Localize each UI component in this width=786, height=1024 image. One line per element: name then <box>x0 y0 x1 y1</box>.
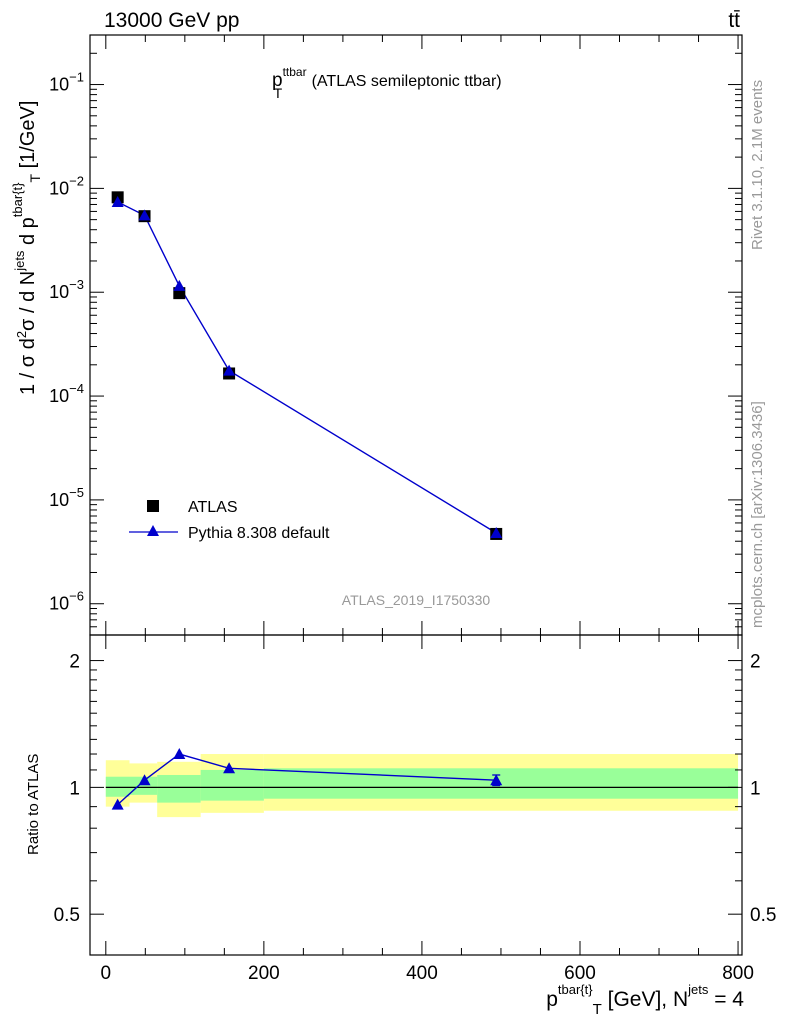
ratio-y-tick-label-right-2: 2 <box>750 652 761 673</box>
x-tick-label-4: 800 <box>722 963 754 984</box>
main-y-tick-label-1: 10−5 <box>49 485 84 510</box>
ratio-point-0 <box>111 798 124 810</box>
data-marks <box>111 191 503 810</box>
process-label: tt̄ <box>728 9 740 32</box>
mcplots-label: mcplots.cern.ch [arXiv:1306.3436] <box>749 401 766 628</box>
mc-series-line <box>117 201 497 534</box>
legend-data-label: ATLAS <box>188 499 238 516</box>
ratio-band-inner-0 <box>105 776 130 797</box>
mc-point-0 <box>111 195 124 207</box>
ratio-panel-frame <box>89 634 743 956</box>
plot-title: pttbar T (ATLAS semileptonic ttbar) <box>272 65 502 101</box>
x-tick-label-2: 400 <box>406 963 438 984</box>
main-y-tick-label-2: 10−4 <box>49 381 84 406</box>
ratio-y-tick-label-left-0: 0.5 <box>54 905 80 926</box>
mc-point-3 <box>223 364 236 376</box>
x-tick-label-3: 600 <box>564 963 596 984</box>
main-y-axis-label: 1 / σ d2σ / d Njets d ptbar{t}T [1/GeV] <box>10 101 43 395</box>
x-tick-label-1: 200 <box>248 963 280 984</box>
legend-mc-marker <box>147 525 159 536</box>
main-y-tick-label-5: 10−1 <box>49 70 84 95</box>
ratio-point-2 <box>173 748 186 760</box>
legend: ATLAS Pythia 8.308 default <box>129 499 330 542</box>
ratio-uncertainty-bands <box>105 754 739 818</box>
main-panel-frame <box>89 34 743 636</box>
main-y-tick-label-0: 10−6 <box>49 589 84 614</box>
legend-data-marker <box>147 500 159 512</box>
ratio-y-tick-label-right-0: 0.5 <box>750 905 776 926</box>
axes: 10−6 10−5 10−4 10−3 10−2 10−1 0 200 400 600 800 0.5… <box>49 34 776 984</box>
ratio-point-4 <box>490 774 503 786</box>
rivet-label: Rivet 3.1.10, 2.1M events <box>749 80 766 250</box>
mc-point-1 <box>138 209 151 221</box>
ratio-band-inner-2 <box>157 774 201 803</box>
legend-mc-label: Pythia 8.308 default <box>188 525 330 542</box>
ratio-y-tick-label-left-2: 2 <box>69 652 80 673</box>
analysis-watermark: ATLAS_2019_I1750330 <box>342 592 491 608</box>
main-y-tick-label-3: 10−3 <box>49 277 84 302</box>
ratio-band-inner-3 <box>200 769 264 801</box>
ratio-y-tick-label-right-1: 1 <box>750 778 761 799</box>
ratio-point-1 <box>138 774 151 786</box>
ratio-band-inner-1 <box>129 776 158 795</box>
main-y-tick-label-4: 10−2 <box>49 173 84 198</box>
ratio-y-tick-label-left-1: 1 <box>69 778 80 799</box>
mc-point-2 <box>173 279 186 291</box>
ratio-y-axis-label: Ratio to ATLAS <box>25 754 42 855</box>
ratio-point-3 <box>223 762 236 774</box>
x-axis-label: ptbar{t}T [GeV], Njets = 4 <box>546 982 744 1018</box>
energy-label: 13000 GeV pp <box>104 9 239 32</box>
x-tick-label-0: 0 <box>101 963 112 984</box>
mc-point-4 <box>490 527 503 539</box>
